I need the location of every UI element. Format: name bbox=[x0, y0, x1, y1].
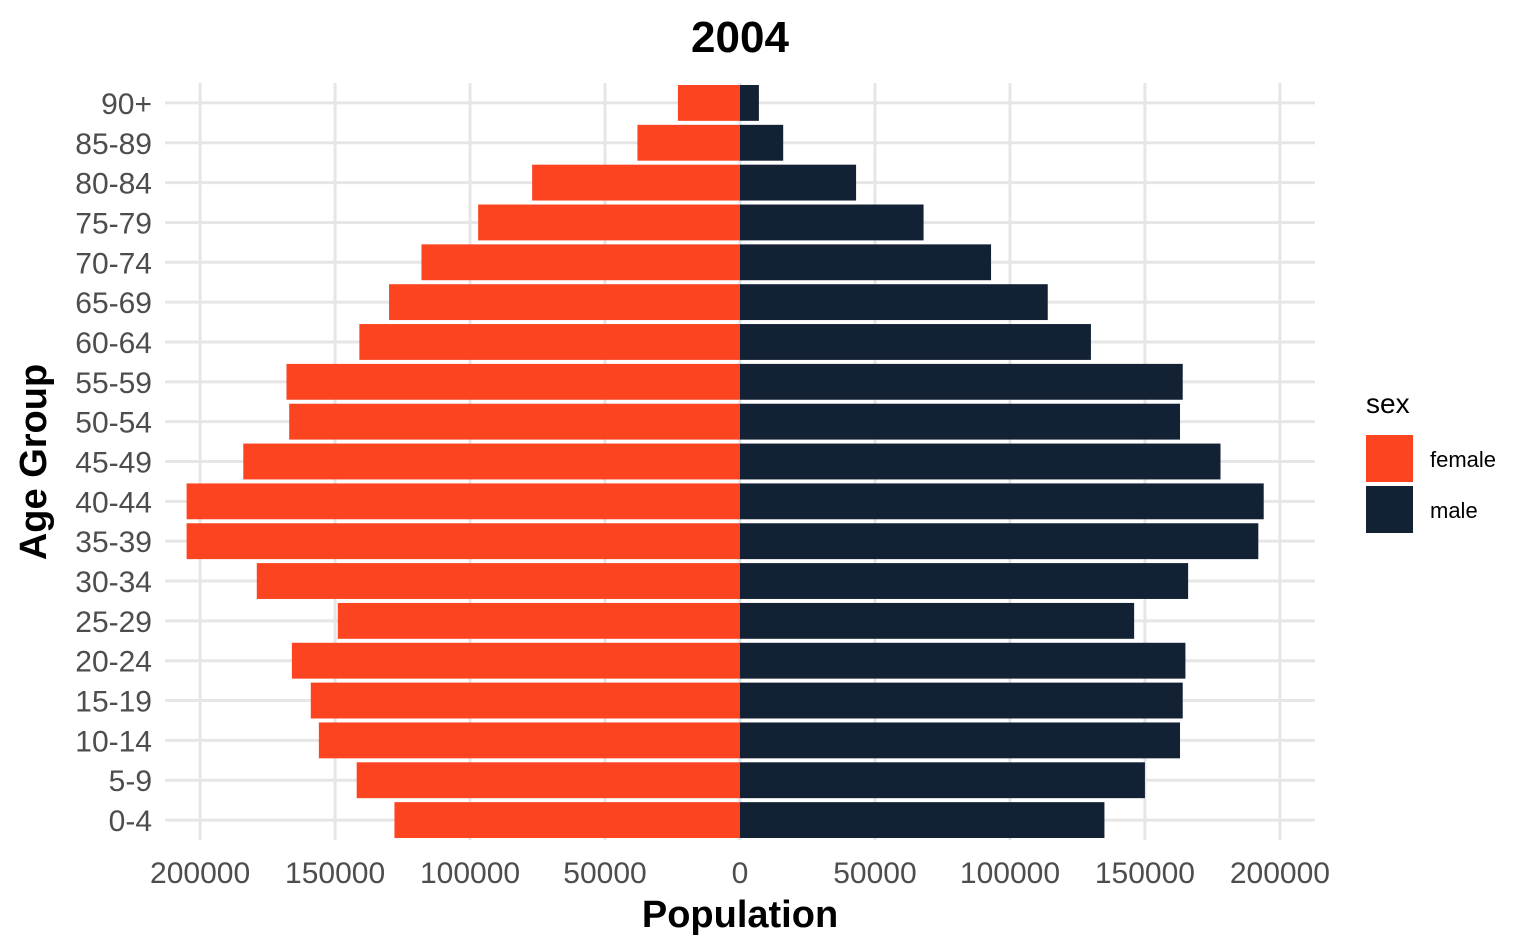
y-tick-label: 25-29 bbox=[75, 606, 152, 639]
y-tick-label: 10-14 bbox=[75, 725, 152, 758]
y-tick-label: 60-64 bbox=[75, 327, 152, 360]
bar-female-40-44 bbox=[186, 483, 740, 520]
y-tick-label: 50-54 bbox=[75, 407, 152, 440]
chart-title: 2004 bbox=[691, 13, 789, 62]
legend-label-female: female bbox=[1430, 447, 1496, 472]
bar-female-15-19 bbox=[310, 682, 740, 719]
bar-male-55-59 bbox=[740, 363, 1183, 400]
bar-female-30-34 bbox=[256, 563, 740, 599]
y-tick-labels: 0-4 5-9 10-14 15-19 20-24 25-29 30-34 35-39 40-4… bbox=[75, 88, 152, 838]
bar-male-35-39 bbox=[740, 523, 1259, 560]
y-tick-label: 20-24 bbox=[75, 646, 152, 679]
x-tick-labels: 200000 150000 100000 50000 0 50000 100000 15000… bbox=[150, 857, 1330, 890]
bar-male-0-4 bbox=[740, 802, 1105, 839]
bar-male-70-74 bbox=[740, 244, 992, 281]
y-tick-label: 0-4 bbox=[109, 805, 152, 838]
bar-male-40-44 bbox=[740, 483, 1264, 520]
bar-male-65-69 bbox=[740, 284, 1048, 321]
y-tick-label: 80-84 bbox=[75, 168, 152, 201]
bar-male-15-19 bbox=[740, 682, 1183, 719]
bar-female-55-59 bbox=[286, 363, 740, 400]
bar-female-25-29 bbox=[337, 602, 740, 639]
bar-female-60-64 bbox=[359, 324, 740, 360]
bar-male-75-79 bbox=[740, 204, 924, 241]
bar-female-5-9 bbox=[356, 762, 740, 799]
y-tick-label: 65-69 bbox=[75, 287, 152, 320]
x-tick-label: 50000 bbox=[563, 857, 646, 890]
y-tick-label: 40-44 bbox=[75, 486, 152, 519]
bar-female-70-74 bbox=[421, 244, 740, 281]
legend-title: sex bbox=[1366, 388, 1410, 419]
x-tick-label: 0 bbox=[732, 857, 749, 890]
y-tick-label: 5-9 bbox=[109, 765, 152, 798]
legend-swatch-male bbox=[1366, 486, 1413, 533]
y-tick-label: 75-79 bbox=[75, 207, 152, 240]
bar-male-60-64 bbox=[740, 324, 1091, 360]
legend: sex female male bbox=[1366, 388, 1496, 533]
bar-male-5-9 bbox=[740, 762, 1145, 799]
x-axis-title: Population bbox=[642, 894, 838, 936]
bar-male-50-54 bbox=[740, 403, 1181, 440]
bar-female-75-79 bbox=[478, 204, 740, 241]
bar-female-65-69 bbox=[389, 284, 740, 321]
bar-female-35-39 bbox=[186, 523, 740, 560]
y-tick-label: 15-19 bbox=[75, 686, 152, 719]
bar-male-90+ bbox=[740, 84, 759, 121]
bar-male-25-29 bbox=[740, 602, 1135, 639]
bars bbox=[186, 84, 1264, 839]
x-tick-label: 150000 bbox=[285, 857, 385, 890]
bar-male-10-14 bbox=[740, 722, 1181, 759]
bar-female-45-49 bbox=[243, 443, 741, 480]
x-tick-label: 100000 bbox=[960, 857, 1060, 890]
bar-male-85-89 bbox=[740, 124, 784, 161]
legend-label-male: male bbox=[1430, 498, 1478, 523]
legend-swatch-female bbox=[1366, 435, 1413, 482]
bar-female-10-14 bbox=[318, 722, 740, 759]
x-tick-label: 50000 bbox=[833, 857, 916, 890]
bar-female-20-24 bbox=[291, 642, 740, 679]
x-tick-label: 150000 bbox=[1095, 857, 1195, 890]
x-tick-label: 200000 bbox=[150, 857, 250, 890]
bar-male-30-34 bbox=[740, 563, 1189, 599]
y-tick-label: 35-39 bbox=[75, 526, 152, 559]
y-tick-label: 45-49 bbox=[75, 447, 152, 480]
x-tick-label: 200000 bbox=[1230, 857, 1330, 890]
y-tick-label: 70-74 bbox=[75, 247, 152, 280]
y-tick-label: 90+ bbox=[101, 88, 152, 121]
bar-female-0-4 bbox=[394, 802, 740, 839]
y-tick-label: 30-34 bbox=[75, 566, 152, 599]
bar-female-90+ bbox=[677, 84, 740, 121]
bar-female-80-84 bbox=[532, 164, 740, 201]
bar-male-20-24 bbox=[740, 642, 1186, 679]
x-tick-label: 100000 bbox=[420, 857, 520, 890]
bar-male-45-49 bbox=[740, 443, 1221, 480]
y-tick-label: 85-89 bbox=[75, 128, 152, 161]
y-axis-title: Age Group bbox=[13, 364, 55, 560]
bar-female-85-89 bbox=[637, 124, 740, 161]
y-tick-label: 55-59 bbox=[75, 367, 152, 400]
bar-male-80-84 bbox=[740, 164, 857, 201]
bar-female-50-54 bbox=[289, 403, 740, 440]
